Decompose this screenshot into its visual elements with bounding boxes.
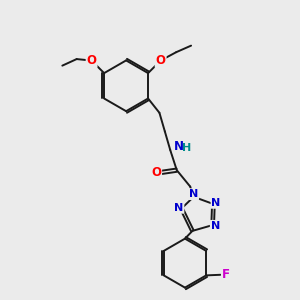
Text: N: N [212,198,221,208]
Text: N: N [174,203,184,213]
Text: H: H [182,143,191,153]
Text: N: N [189,189,198,199]
Text: O: O [151,166,161,179]
Text: O: O [156,54,166,67]
Text: N: N [211,221,220,231]
Text: F: F [222,268,230,281]
Text: N: N [174,140,184,153]
Text: O: O [87,54,97,67]
